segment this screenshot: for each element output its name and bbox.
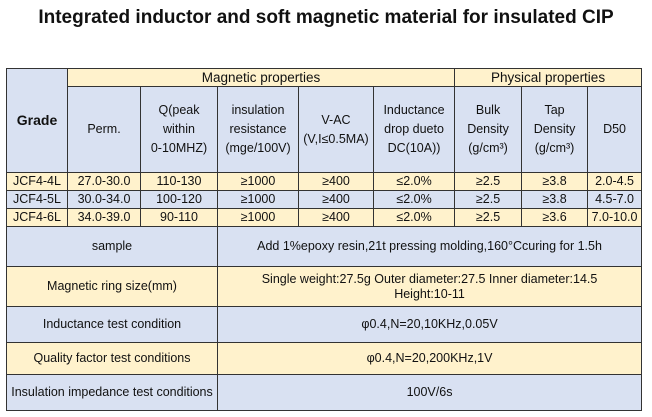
table-cell: 100-120: [140, 190, 218, 209]
table-cell: ≤2.0%: [372, 190, 456, 209]
table-cell: ≥3.8: [521, 190, 589, 209]
condition-row: sample Add 1%epoxy resin,21t pressing mol…: [6, 226, 643, 267]
condition-value: Add 1%epoxy resin,21t pressing molding,1…: [216, 226, 643, 267]
column-header: Tap Density (g/cm³): [521, 86, 589, 173]
table-cell: 2.0-4.5: [587, 172, 643, 191]
magnetic-properties-header: Magnetic properties: [66, 68, 456, 87]
condition-row: Magnetic ring size(mm) Single weight:27.5…: [6, 266, 643, 307]
condition-label: Quality factor test conditions: [6, 342, 218, 375]
column-header-line: (g/cm³): [468, 141, 508, 155]
column-header-line: (mge/100V): [225, 141, 291, 155]
table-cell: ≥400: [298, 190, 374, 209]
column-header-line: Inductance: [383, 103, 445, 117]
column-header-line: (g/cm³): [534, 141, 575, 155]
physical-properties-header: Physical properties: [454, 68, 643, 87]
column-header: Bulk Density (g/cm³): [454, 86, 523, 173]
column-header-line: Density: [533, 122, 576, 136]
column-header-line: Density: [467, 122, 509, 136]
table-cell: ≥1000: [217, 190, 299, 209]
table-cell: ≥400: [298, 208, 374, 227]
column-header-line: (V,I≤0.5MA): [303, 131, 369, 146]
column-header-line: resistance: [229, 122, 287, 136]
table-cell: ≤2.0%: [372, 172, 456, 191]
table-cell: ≥3.6: [521, 208, 589, 227]
column-header-line: insulation: [231, 103, 285, 117]
grade-header: Grade: [6, 68, 68, 173]
grade-cell: JCF4-4L: [6, 172, 68, 191]
condition-label: Magnetic ring size(mm): [6, 266, 218, 307]
table-cell: 27.0-30.0: [67, 172, 141, 191]
condition-value: 100V/6s: [216, 374, 643, 411]
condition-label: sample: [6, 226, 218, 267]
condition-value: φ0.4,N=20,10KHz,0.05V: [216, 306, 643, 343]
table-row: JCF4-6L 34.0-39.0 90-110 ≥1000 ≥400 ≤2.0% ≥2.5…: [6, 208, 643, 227]
table-cell: ≥3.8: [521, 172, 589, 191]
condition-value-line: φ0.4,N=20,200KHz,1V: [366, 351, 493, 365]
table-cell: 7.0-10.0: [587, 208, 643, 227]
table-row: JCF4-4L 27.0-30.0 110-130 ≥1000 ≥400 ≤2.0% ≥2.…: [6, 172, 643, 191]
column-header-line: DC(10A)): [387, 141, 441, 155]
table-cell: ≥2.5: [454, 190, 523, 209]
condition-row: Insulation impedance test conditions 100V…: [6, 374, 643, 411]
table-cell: ≥1000: [217, 208, 299, 227]
column-header-line: Perm.: [87, 122, 121, 136]
condition-value-line: Height:10-11: [394, 286, 465, 301]
condition-value: Single weight:27.5g Outer diameter:27.5 …: [216, 266, 643, 307]
table-cell: ≥400: [298, 172, 374, 191]
properties-table: Grade Magnetic properties Physical prope…: [6, 68, 643, 411]
column-header: insulation resistance (mge/100V): [217, 86, 299, 173]
column-header-line: V-AC: [321, 112, 351, 127]
table-cell: 34.0-39.0: [67, 208, 141, 227]
column-header: Perm.: [67, 86, 141, 173]
table-cell: 30.0-34.0: [67, 190, 141, 209]
page-title: Integrated inductor and soft magnetic ma…: [38, 7, 614, 28]
column-header: D50: [587, 86, 643, 173]
column-header-line: D50: [603, 122, 627, 136]
condition-value-line: Single weight:27.5g Outer diameter:27.5 …: [261, 271, 598, 286]
column-header-line: drop dueto: [384, 122, 444, 136]
table-cell: ≤2.0%: [372, 208, 456, 227]
column-header-line: Bulk: [475, 103, 501, 117]
table-row: JCF4-5L 30.0-34.0 100-120 ≥1000 ≥400 ≤2.0% ≥2.…: [6, 190, 643, 209]
condition-row: Quality factor test conditions φ0.4,N=20,…: [6, 342, 643, 375]
condition-value-line: φ0.4,N=20,10KHz,0.05V: [361, 317, 498, 331]
condition-value: φ0.4,N=20,200KHz,1V: [216, 342, 643, 375]
condition-value-line: Add 1%epoxy resin,21t pressing molding,1…: [257, 239, 602, 253]
condition-value-line: 100V/6s: [406, 385, 453, 399]
grade-cell: JCF4-6L: [6, 208, 68, 227]
table-cell: ≥2.5: [454, 172, 523, 191]
condition-label: Insulation impedance test conditions: [6, 374, 218, 411]
table-cell: ≥1000: [217, 172, 299, 191]
column-header-line: within: [163, 122, 195, 136]
table-cell: 110-130: [140, 172, 218, 191]
column-header: V-AC (V,I≤0.5MA): [298, 86, 374, 173]
column-header-line: 0-10MHZ): [150, 141, 208, 155]
table-cell: 4.5-7.0: [587, 190, 643, 209]
table-cell: 90-110: [140, 208, 218, 227]
column-header-line: Q(peak: [158, 103, 200, 117]
condition-label: Inductance test condition: [6, 306, 218, 343]
column-header: Q(peak within 0-10MHZ): [140, 86, 218, 173]
column-header: Inductance drop dueto DC(10A)): [372, 86, 456, 173]
table-cell: ≥2.5: [454, 208, 523, 227]
column-header-line: Tap: [544, 103, 565, 117]
condition-row: Inductance test condition φ0.4,N=20,10KHz…: [6, 306, 643, 343]
grade-cell: JCF4-5L: [6, 190, 68, 209]
